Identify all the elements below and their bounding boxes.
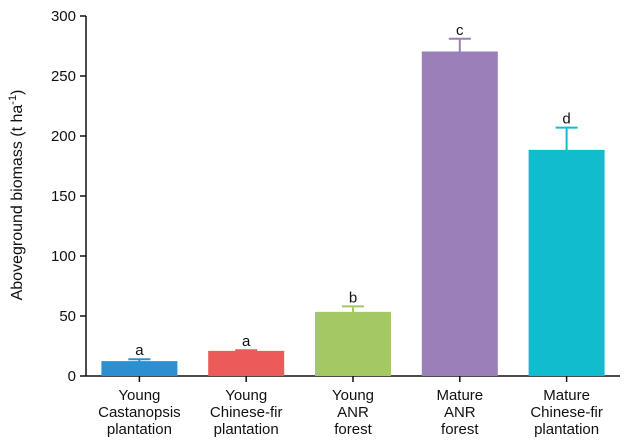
significance-letter: a	[135, 342, 144, 359]
y-tick-label: 300	[51, 8, 76, 25]
plot-area: 050100150200250300aYoungCastanopsisplant…	[51, 8, 620, 438]
x-tick-label: ANR	[337, 404, 369, 421]
x-tick-label: Chinese-fir	[210, 404, 283, 421]
x-tick-label: plantation	[107, 421, 172, 438]
x-tick-label: plantation	[214, 421, 279, 438]
x-tick-label: Chinese-fir	[530, 404, 603, 421]
bar	[421, 52, 498, 376]
y-tick-label: 150	[51, 188, 76, 205]
significance-letter: b	[349, 289, 357, 306]
y-tick-label: 0	[68, 368, 76, 385]
x-tick-label: Mature	[436, 387, 483, 404]
bar	[315, 312, 391, 376]
x-tick-label: Young	[118, 387, 160, 404]
y-tick-label: 50	[59, 308, 76, 325]
bar	[208, 351, 285, 376]
significance-letter: c	[456, 22, 464, 39]
significance-letter: d	[562, 111, 570, 128]
x-tick-label: ANR	[444, 404, 476, 421]
y-tick-label: 200	[51, 128, 76, 145]
y-tick-label: 100	[51, 248, 76, 265]
x-tick-label: Young	[332, 387, 374, 404]
bar	[528, 150, 605, 376]
x-tick-label: Castanopsis	[98, 404, 181, 421]
x-tick-label: plantation	[534, 421, 599, 438]
y-tick-label: 250	[51, 68, 76, 85]
bar	[101, 361, 178, 376]
x-tick-label: Young	[225, 387, 267, 404]
significance-letter: a	[242, 333, 251, 350]
y-axis-title: Aboveground biomass (t ha-1)	[7, 90, 26, 301]
x-tick-label: forest	[334, 421, 372, 438]
x-tick-label: Mature	[543, 387, 590, 404]
x-tick-label: forest	[441, 421, 479, 438]
